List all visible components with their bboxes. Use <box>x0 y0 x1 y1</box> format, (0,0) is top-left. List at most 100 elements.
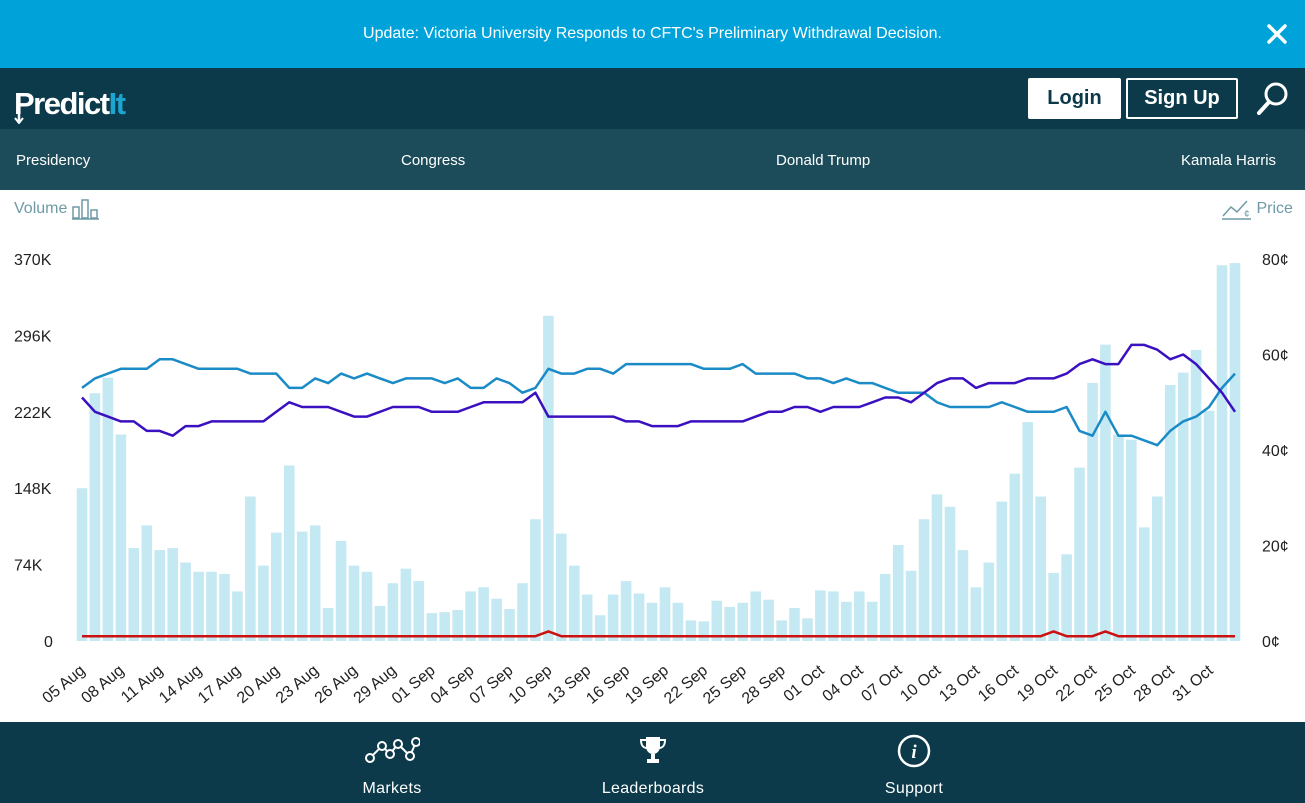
leaderboards-link[interactable]: Leaderboards <box>573 722 733 803</box>
date-tick-label: 19 Sep <box>622 662 672 708</box>
volume-bar <box>892 545 904 641</box>
volume-bar <box>879 573 891 641</box>
volume-bar <box>828 591 839 641</box>
login-button[interactable]: Login <box>1028 78 1121 119</box>
volume-bar <box>854 591 865 641</box>
volume-bar <box>776 620 787 641</box>
date-tick-label: 07 Sep <box>467 662 517 708</box>
volume-bar <box>905 570 917 641</box>
volume-bar <box>348 565 360 641</box>
volume-tick-label: 0 <box>44 634 53 651</box>
volume-bar <box>232 591 243 641</box>
line-chart-icon: ¢ <box>1222 200 1251 220</box>
volume-bar <box>1087 382 1098 641</box>
volume-bar <box>1048 572 1059 641</box>
volume-bar <box>866 601 878 641</box>
volume-bar <box>400 568 412 641</box>
volume-bar <box>581 594 593 641</box>
volume-bar <box>374 605 386 641</box>
volume-bar <box>530 519 541 641</box>
date-tick-label: 31 Oct <box>1170 662 1217 706</box>
volume-bar <box>517 583 528 641</box>
date-tick-label: 10 Sep <box>506 662 556 708</box>
date-tick-label: 25 Sep <box>700 662 750 708</box>
volume-bar <box>1152 496 1163 641</box>
date-tick-label: 20 Aug <box>234 662 283 707</box>
volume-bar <box>1061 554 1072 641</box>
volume-bar <box>944 506 956 641</box>
announcement-banner: Update: Victoria University Responds to … <box>0 0 1305 68</box>
volume-bar <box>115 434 127 641</box>
volume-bar <box>271 532 282 641</box>
volume-bar <box>309 525 321 641</box>
volume-bar <box>465 591 476 641</box>
volume-bar <box>387 583 399 641</box>
site-header: PredictIt Login Sign Up <box>0 68 1305 129</box>
volume-bar <box>1216 265 1228 641</box>
volume-toggle[interactable]: Volume <box>14 198 100 220</box>
date-tick-label: 11 Aug <box>118 662 166 706</box>
volume-tick-label: 222K <box>14 405 52 422</box>
volume-bar <box>996 501 1008 641</box>
markets-link[interactable]: Markets <box>312 722 472 803</box>
date-tick-label: 22 Sep <box>661 662 711 708</box>
volume-bar <box>141 525 153 641</box>
date-tick-label: 17 Aug <box>195 662 244 707</box>
price-toggle[interactable]: ¢ Price <box>1222 198 1293 220</box>
price-label: Price <box>1256 200 1293 218</box>
volume-bar <box>1229 263 1241 641</box>
trophy-icon <box>639 737 667 763</box>
volume-bar <box>1190 349 1202 641</box>
price-series-line <box>81 358 1236 447</box>
volume-bar <box>1074 467 1085 641</box>
volume-bar <box>918 519 930 641</box>
bottom-nav: Markets Leaderboards i Support <box>0 722 1305 803</box>
volume-tick-label: 370K <box>14 252 52 269</box>
nav-item-donald-trump[interactable]: Donald Trump <box>776 152 871 169</box>
volume-bar <box>724 606 735 641</box>
volume-bar <box>841 601 852 641</box>
markets-icon <box>365 737 420 763</box>
volume-bar <box>569 565 580 641</box>
volume-bar <box>763 599 774 641</box>
price-tick-label: 60¢ <box>1262 348 1289 365</box>
volume-bar <box>737 602 748 641</box>
search-icon[interactable] <box>1256 81 1290 117</box>
volume-bar <box>802 618 813 641</box>
volume-bar <box>452 610 463 641</box>
volume-bar <box>322 608 334 641</box>
volume-tick-label: 148K <box>14 481 52 498</box>
volume-bar <box>89 393 101 641</box>
predictit-logo[interactable]: PredictIt <box>14 86 126 124</box>
nav-item-kamala-harris[interactable]: Kamala Harris <box>1181 152 1277 169</box>
volume-bar <box>154 550 165 641</box>
support-link[interactable]: i Support <box>834 722 994 803</box>
volume-bar <box>633 593 645 641</box>
date-tick-label: 16 Sep <box>583 662 633 708</box>
close-icon[interactable] <box>1263 20 1291 48</box>
volume-bar <box>789 608 800 641</box>
volume-bar <box>245 496 256 641</box>
volume-bar <box>102 377 114 641</box>
banner-text[interactable]: Update: Victoria University Responds to … <box>363 25 942 42</box>
date-tick-label: 28 Oct <box>1131 662 1178 706</box>
volume-bar <box>1035 496 1046 641</box>
nav-item-presidency[interactable]: Presidency <box>16 152 91 169</box>
logo-main: Predict <box>14 86 110 121</box>
nav-item-congress[interactable]: Congress <box>401 152 466 169</box>
volume-bar <box>607 594 619 641</box>
sign-up-button[interactable]: Sign Up <box>1126 78 1238 119</box>
volume-bar <box>556 533 567 641</box>
price-tick-label: 40¢ <box>1262 443 1289 460</box>
volume-bars <box>76 263 1241 641</box>
volume-bar <box>594 615 606 641</box>
category-nav: Presidency Congress Donald Trump Kamala … <box>0 129 1305 190</box>
volume-bar <box>970 587 982 641</box>
volume-bar <box>1126 439 1137 641</box>
volume-bar <box>361 571 373 641</box>
date-tick-label: 01 Oct <box>781 662 828 706</box>
volume-bar <box>620 581 632 641</box>
volume-bar <box>128 548 140 641</box>
date-tick-label: 28 Sep <box>739 662 789 708</box>
